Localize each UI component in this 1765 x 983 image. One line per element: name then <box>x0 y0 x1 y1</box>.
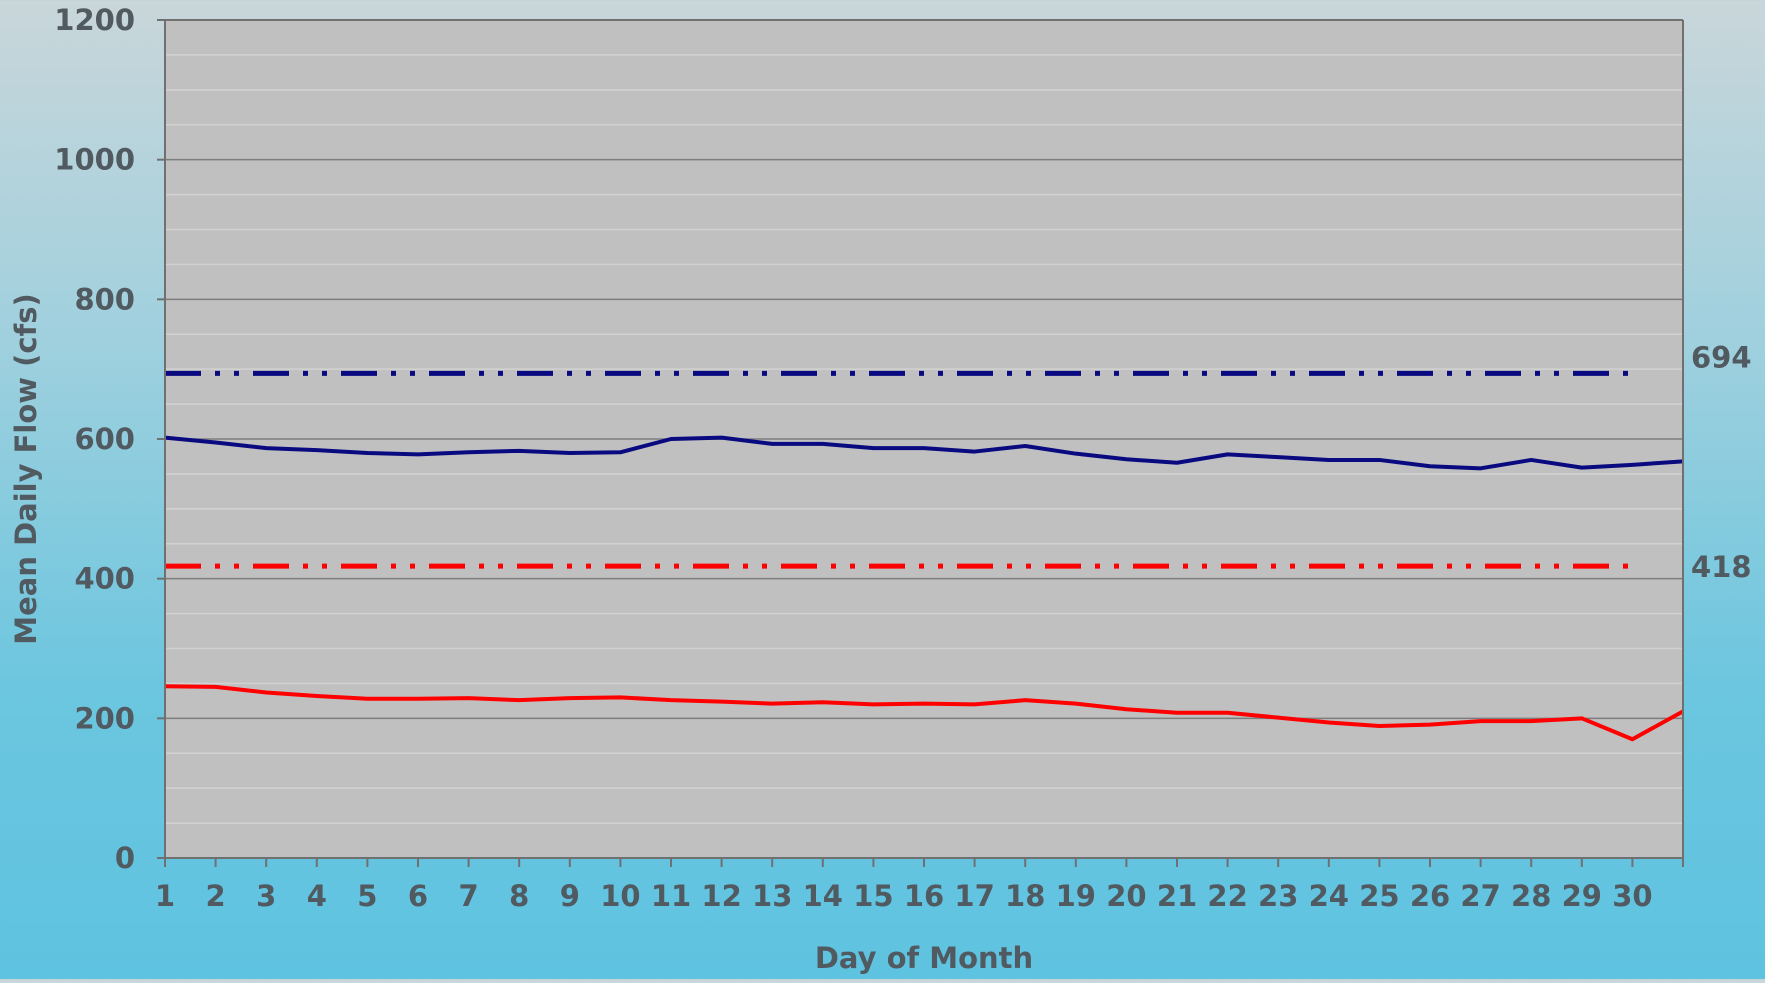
x-tick-label: 27 <box>1460 879 1500 913</box>
x-tick-label: 8 <box>509 879 529 913</box>
x-tick-label: 9 <box>560 879 580 913</box>
x-tick-label: 5 <box>357 879 377 913</box>
x-tick-label: 13 <box>752 879 792 913</box>
reference-label-418: 418 <box>1691 550 1752 584</box>
x-tick-label: 1 <box>155 879 175 913</box>
minor-grid <box>165 54 1683 824</box>
x-tick-label: 3 <box>256 879 276 913</box>
x-tick-label: 2 <box>206 879 226 913</box>
x-tick-label: 21 <box>1157 879 1197 913</box>
y-tick-labels: 0 200 400 600 800 1000 1200 <box>54 3 135 875</box>
x-tick-label: 29 <box>1562 879 1602 913</box>
reference-label-694: 694 <box>1691 340 1752 374</box>
x-tick-label: 26 <box>1410 879 1450 913</box>
y-tick-label: 200 <box>74 701 135 735</box>
x-tick-label: 12 <box>701 879 741 913</box>
y-axis-label: Mean Daily Flow (cfs) <box>9 293 43 645</box>
y-tick-label: 400 <box>74 562 135 596</box>
axes-layer <box>157 19 1684 867</box>
series-line-1 <box>164 684 1684 742</box>
y-tick-label: 600 <box>74 422 135 456</box>
x-tick-label: 17 <box>954 879 994 913</box>
x-tick-label: 18 <box>1005 879 1045 913</box>
x-tick-label: 14 <box>803 879 843 913</box>
y-tick-label: 800 <box>74 282 135 316</box>
x-tick-label: 10 <box>600 879 640 913</box>
series-line-0 <box>164 435 1684 471</box>
x-tick-label: 28 <box>1511 879 1551 913</box>
y-tick-label: 1200 <box>54 3 135 37</box>
x-tick-label: 4 <box>307 879 327 913</box>
y-tick-label: 1000 <box>54 143 135 177</box>
x-tick-label: 15 <box>853 879 893 913</box>
x-tick-label: 11 <box>651 879 691 913</box>
x-tick-label: 23 <box>1258 879 1298 913</box>
x-tick-label: 16 <box>904 879 944 913</box>
x-tick-labels: 1 2 3 4 5 6 7 8 9 10 11 12 13 14 15 16 17 18 19 20 21 22 23 24 2… <box>155 879 1653 913</box>
reference-labels: 694 418 <box>1691 340 1752 584</box>
series-layer <box>164 370 1684 742</box>
x-tick-label: 7 <box>459 879 479 913</box>
x-tick-label: 24 <box>1309 879 1349 913</box>
x-tick-label: 30 <box>1612 879 1652 913</box>
x-tick-label: 6 <box>408 879 428 913</box>
x-tick-label: 22 <box>1207 879 1247 913</box>
x-axis-label: Day of Month <box>815 941 1033 975</box>
x-tick-label: 25 <box>1359 879 1399 913</box>
x-tick-label: 19 <box>1056 879 1096 913</box>
x-tick-label: 20 <box>1106 879 1146 913</box>
y-tick-label: 0 <box>115 841 135 875</box>
